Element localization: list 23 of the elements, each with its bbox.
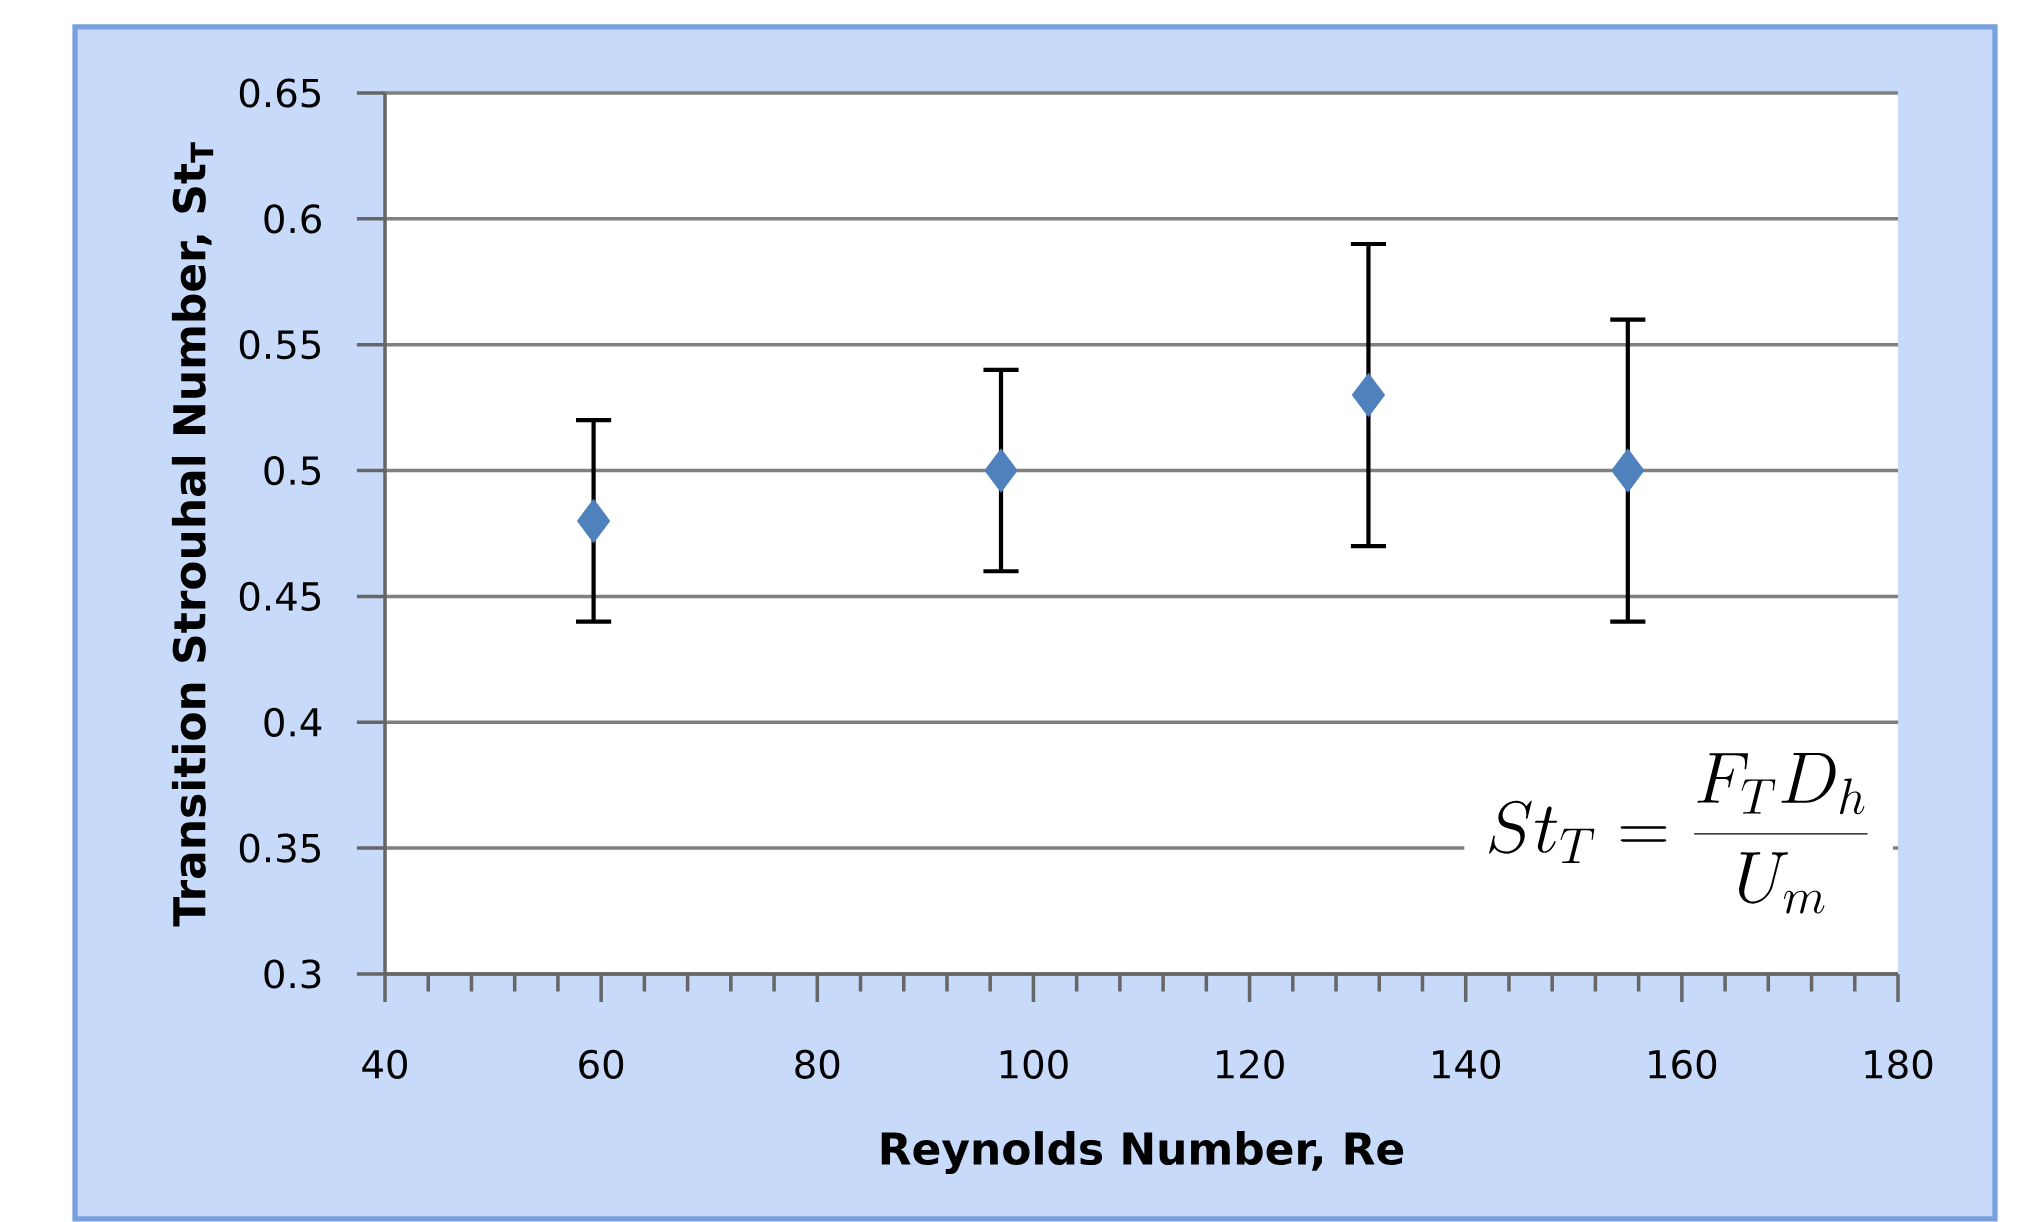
- x-tick-label: 140: [1433, 1049, 1500, 1079]
- y-tick-label: 0.35: [239, 833, 320, 863]
- point: [984, 448, 1018, 493]
- annotation: $St_T = \frac{F_T D_h}{U_m}$: [1489, 753, 1868, 914]
- x-axis-title: Reynolds Number, Re: [881, 1131, 1404, 1175]
- y-tick-label: 0.6: [264, 204, 321, 234]
- y-tick-label: 0.55: [239, 330, 320, 360]
- x-tick-label: 160: [1649, 1049, 1717, 1079]
- point: [1611, 448, 1645, 493]
- x-tick-label: 180: [1865, 1049, 1933, 1079]
- x-tick-label: 120: [1216, 1049, 1284, 1079]
- y-tick-label: 0.65: [239, 78, 320, 108]
- point: [1351, 373, 1385, 417]
- y-tick-label: 0.4: [264, 707, 322, 737]
- y-axis-title: Transition Strouhal Number, St$_{T}$: [171, 142, 214, 927]
- x-tick-label: 40: [362, 1049, 407, 1079]
- x-tick-label: 80: [795, 1049, 840, 1079]
- y-tick-label: 0.3: [264, 959, 321, 989]
- point: [577, 499, 611, 543]
- y-tick-label: 0.45: [239, 581, 320, 612]
- x-tick-label: 100: [1000, 1049, 1068, 1079]
- y-tick-label: 0.5: [264, 455, 320, 486]
- x-tick-label: 60: [579, 1049, 624, 1079]
